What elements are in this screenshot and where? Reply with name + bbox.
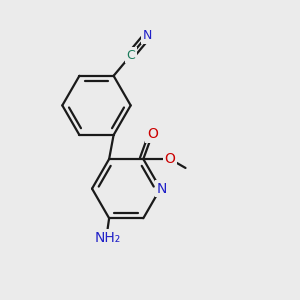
Text: NH₂: NH₂: [94, 231, 121, 244]
Text: C: C: [126, 49, 135, 62]
Text: O: O: [165, 152, 176, 166]
Text: N: N: [157, 182, 167, 196]
Text: O: O: [147, 127, 158, 141]
Text: N: N: [142, 29, 152, 43]
